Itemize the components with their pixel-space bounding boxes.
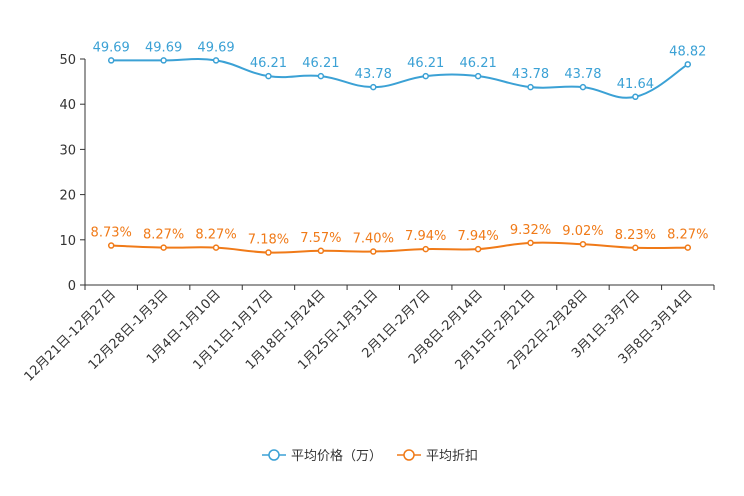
x-tick-label: 12月21日-12月27日 xyxy=(22,287,119,384)
data-point xyxy=(632,244,639,252)
data-point xyxy=(265,72,272,80)
data-label: 46.21 xyxy=(460,56,497,71)
data-point xyxy=(212,244,220,251)
data-label: 7.40% xyxy=(353,232,394,247)
data-label: 43.78 xyxy=(564,67,601,82)
data-point xyxy=(684,61,692,68)
data-point xyxy=(317,247,325,255)
data-label: 7.57% xyxy=(300,231,341,246)
data-point xyxy=(422,245,429,253)
data-label: 9.02% xyxy=(562,224,603,239)
data-point xyxy=(684,244,692,251)
data-label: 41.64 xyxy=(617,77,654,92)
data-label: 8.27% xyxy=(667,228,708,243)
data-point xyxy=(474,72,482,80)
data-label: 7.18% xyxy=(248,233,289,248)
data-label: 46.21 xyxy=(250,56,287,71)
data-point xyxy=(370,83,377,91)
data-label: 8.27% xyxy=(143,228,184,243)
y-tick-label: 30 xyxy=(59,143,76,158)
data-label: 7.94% xyxy=(457,229,498,244)
y-tick-label: 40 xyxy=(59,98,76,113)
data-label: 46.21 xyxy=(302,56,339,71)
data-label: 9.32% xyxy=(510,223,551,238)
legend: 平均价格（万） 平均折扣 xyxy=(262,448,478,464)
data-label: 8.27% xyxy=(195,228,236,243)
data-label: 43.78 xyxy=(512,67,549,82)
data-point xyxy=(527,239,534,247)
data-point xyxy=(422,72,429,80)
data-point xyxy=(579,83,587,91)
legend-label-discount: 平均折扣 xyxy=(426,449,478,464)
y-tick-label: 20 xyxy=(59,189,76,204)
data-label: 7.94% xyxy=(405,229,446,244)
data-label: 8.73% xyxy=(91,226,132,241)
data-point xyxy=(632,93,639,101)
data-point xyxy=(317,72,325,80)
legend-label-price: 平均价格（万） xyxy=(291,448,382,464)
data-point xyxy=(370,248,377,255)
data-label: 48.82 xyxy=(669,44,706,59)
data-point xyxy=(265,249,272,256)
data-point xyxy=(107,57,115,64)
data-point xyxy=(474,245,482,253)
data-point xyxy=(527,83,534,91)
data-label: 49.69 xyxy=(145,40,182,55)
y-tick-label: 50 xyxy=(59,53,76,68)
series-line-1 xyxy=(111,58,689,99)
data-point xyxy=(579,240,587,248)
data-point xyxy=(212,57,220,64)
legend-item-price[interactable]: 平均价格（万） xyxy=(262,448,382,464)
data-label: 8.23% xyxy=(615,228,656,243)
y-tick-label: 0 xyxy=(68,279,76,294)
data-label: 49.69 xyxy=(93,40,130,55)
data-point xyxy=(107,242,115,249)
data-point xyxy=(160,244,167,251)
legend-item-discount[interactable]: 平均折扣 xyxy=(397,449,478,464)
series-line-2 xyxy=(111,241,688,254)
data-label: 49.69 xyxy=(197,40,234,55)
data-label: 43.78 xyxy=(355,67,392,82)
data-label: 46.21 xyxy=(407,56,444,71)
y-tick-label: 10 xyxy=(59,234,76,249)
data-point xyxy=(160,57,167,64)
